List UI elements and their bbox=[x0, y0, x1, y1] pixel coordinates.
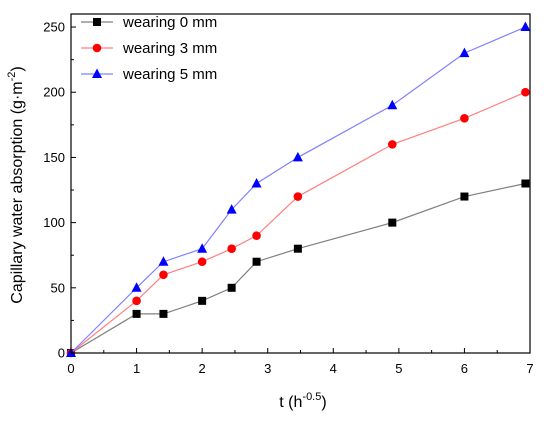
y-axis-title-superscript: -2 bbox=[6, 72, 18, 82]
x-axis-title-superscript: -0.5 bbox=[302, 391, 321, 403]
data-point bbox=[387, 99, 398, 110]
x-tick-label: 3 bbox=[264, 361, 271, 376]
x-axis-title: t (h-0.5) bbox=[279, 391, 326, 411]
data-point bbox=[197, 243, 208, 253]
data-point bbox=[252, 231, 261, 240]
data-point bbox=[252, 257, 261, 266]
y-tick-label: 250 bbox=[43, 20, 65, 35]
data-point bbox=[293, 192, 303, 201]
y-tick-label: 0 bbox=[58, 346, 65, 361]
series-square bbox=[67, 179, 530, 357]
data-point bbox=[198, 296, 207, 305]
data-point bbox=[388, 140, 397, 149]
x-tick-label: 2 bbox=[199, 361, 206, 376]
data-point bbox=[226, 204, 237, 214]
data-point bbox=[293, 244, 302, 253]
data-point bbox=[227, 244, 236, 253]
legend: wearing 0 mm wearing 3 mm wearing 5 mm bbox=[81, 14, 217, 83]
data-point bbox=[460, 192, 469, 201]
data-point bbox=[251, 178, 262, 188]
series-line bbox=[70, 182, 526, 354]
data-point bbox=[159, 270, 168, 280]
legend-label: wearing 0 mm bbox=[122, 14, 217, 31]
data-point bbox=[520, 21, 531, 32]
y-tick-label: 150 bbox=[43, 150, 65, 165]
data-point bbox=[197, 257, 207, 267]
legend-label: wearing 5 mm bbox=[122, 66, 217, 83]
x-tick-label: 5 bbox=[395, 361, 402, 376]
legend-label: wearing 3 mm bbox=[122, 40, 217, 57]
y-tick-label: 50 bbox=[51, 280, 65, 295]
legend-marker bbox=[92, 43, 102, 53]
data-point bbox=[459, 47, 470, 58]
x-tick-label: 1 bbox=[133, 361, 140, 376]
series-layer bbox=[66, 21, 531, 358]
data-point bbox=[132, 309, 141, 318]
data-point bbox=[131, 282, 142, 292]
data-point bbox=[227, 283, 236, 292]
data-point bbox=[460, 114, 469, 123]
data-point bbox=[292, 151, 303, 162]
series-line bbox=[70, 26, 526, 354]
data-point bbox=[521, 87, 530, 97]
x-tick-label: 0 bbox=[67, 361, 74, 376]
data-point bbox=[159, 309, 168, 318]
x-tick-label: 7 bbox=[526, 361, 533, 376]
legend-marker bbox=[92, 68, 102, 78]
legend-item: wearing 0 mm bbox=[81, 14, 217, 31]
data-point bbox=[521, 179, 530, 188]
series-circle bbox=[66, 87, 530, 358]
y-axis-title: Capillary water absorption (g·m-2) bbox=[6, 66, 26, 303]
y-tick-label: 200 bbox=[43, 85, 65, 100]
data-point bbox=[158, 256, 169, 266]
x-tick-label: 4 bbox=[330, 361, 337, 376]
data-point bbox=[388, 218, 397, 227]
legend-item: wearing 5 mm bbox=[81, 66, 217, 83]
data-point bbox=[132, 296, 141, 306]
axes: 0 1 2 3 4 5 6 7 0 50 100 150 200 250 bbox=[43, 13, 534, 376]
legend-item: wearing 3 mm bbox=[81, 40, 217, 57]
y-tick-label: 100 bbox=[43, 215, 65, 230]
series-line bbox=[70, 91, 526, 354]
legend-marker bbox=[93, 18, 101, 26]
x-tick-label: 6 bbox=[461, 361, 468, 376]
